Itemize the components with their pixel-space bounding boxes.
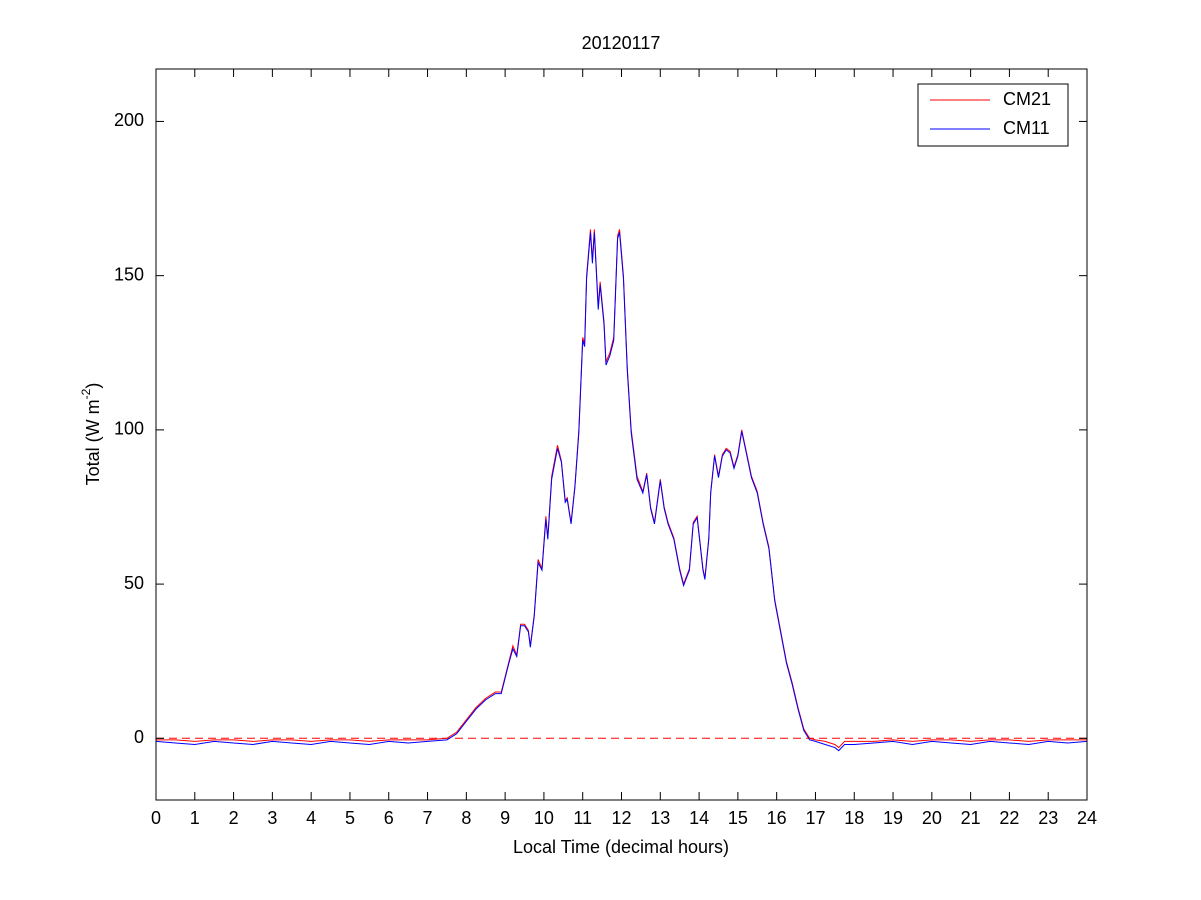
x-tick-label: 11 bbox=[573, 808, 592, 828]
x-tick-label: 22 bbox=[999, 808, 1019, 828]
x-tick-label: 15 bbox=[728, 808, 748, 828]
data-line bbox=[155, 232, 1088, 752]
x-tick-label: 13 bbox=[650, 808, 670, 828]
x-tick-label: 9 bbox=[500, 808, 510, 828]
y-label-text: Total (W m bbox=[83, 399, 103, 485]
x-tick-label: 24 bbox=[1077, 808, 1097, 828]
x-tick-label: 19 bbox=[883, 808, 903, 828]
x-axis-label: Local Time (decimal hours) bbox=[513, 837, 729, 857]
x-tick-label: 6 bbox=[384, 808, 394, 828]
x-tick-label: 16 bbox=[767, 808, 787, 828]
y-tick-label: 100 bbox=[114, 419, 144, 439]
x-tick-label: 20 bbox=[922, 808, 942, 828]
legend-label: CM11 bbox=[1003, 118, 1050, 138]
x-tick-label: 3 bbox=[267, 808, 277, 828]
legend-box bbox=[917, 83, 1069, 147]
y-tick-label: 150 bbox=[114, 264, 144, 284]
x-tick-label: 18 bbox=[844, 808, 864, 828]
x-tick-label: 17 bbox=[805, 808, 825, 828]
x-tick-label: 23 bbox=[1038, 808, 1058, 828]
x-tick-label: 21 bbox=[961, 808, 981, 828]
y-label-suffix: ) bbox=[83, 383, 103, 389]
y-label-superscript: -2 bbox=[79, 388, 93, 399]
x-tick-label: 12 bbox=[611, 808, 631, 828]
x-tick-label: 8 bbox=[461, 808, 471, 828]
y-tick-label: 200 bbox=[114, 110, 144, 130]
x-tick-label: 14 bbox=[689, 808, 709, 828]
chart-title: 20120117 bbox=[582, 33, 661, 53]
x-tick-label: 1 bbox=[190, 808, 200, 828]
x-tick-label: 5 bbox=[345, 808, 355, 828]
y-axis-label: Total (W m-2) bbox=[79, 383, 103, 486]
x-tick-label: 0 bbox=[151, 808, 161, 828]
x-tick-label: 10 bbox=[534, 808, 554, 828]
x-tick-label: 4 bbox=[306, 808, 316, 828]
x-tick-label: 2 bbox=[229, 808, 239, 828]
x-tick-label: 7 bbox=[423, 808, 433, 828]
y-tick-label: 0 bbox=[134, 727, 144, 747]
legend-label: CM21 bbox=[1003, 89, 1051, 109]
y-tick-label: 50 bbox=[124, 573, 144, 593]
